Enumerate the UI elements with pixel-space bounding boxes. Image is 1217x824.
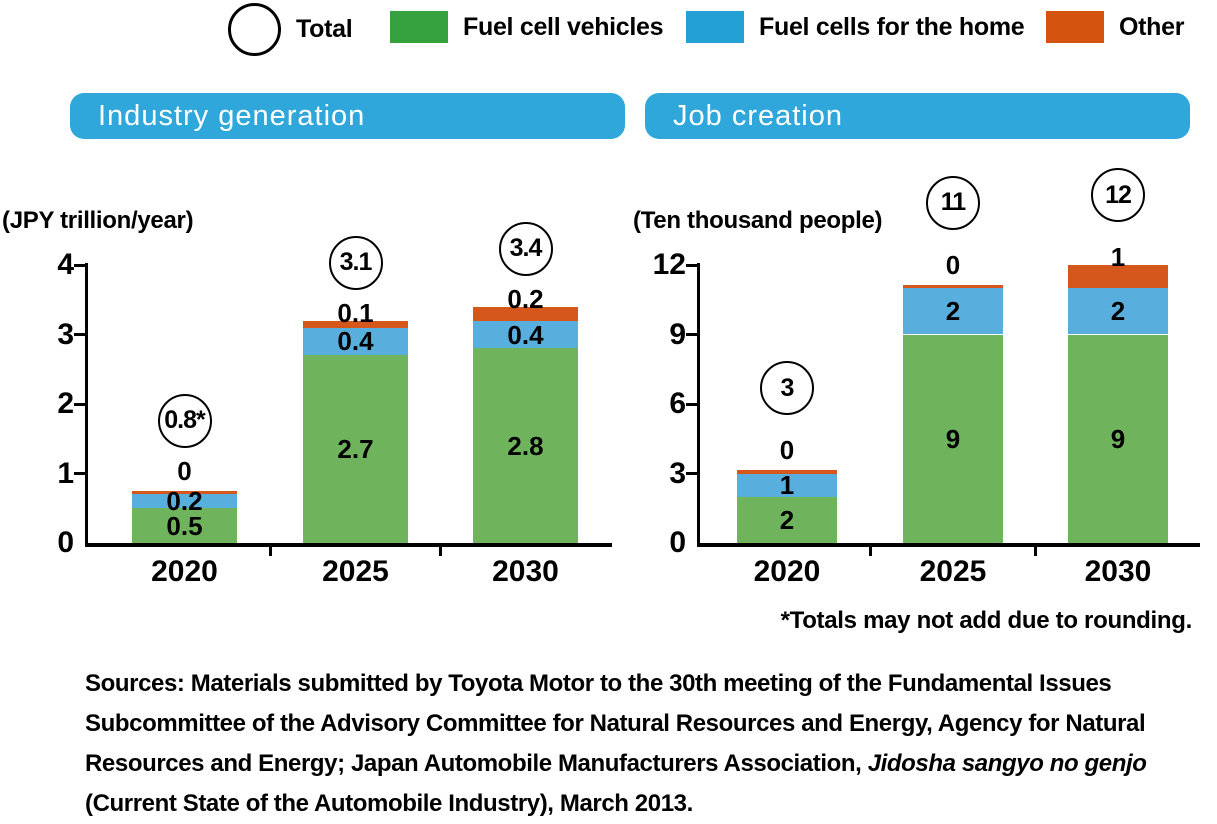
bar-segment-other	[303, 320, 408, 328]
y-tick-mark	[686, 402, 697, 406]
y-axis-line	[85, 263, 88, 543]
left-axis-unit-label: (JPY trillion/year)	[2, 207, 194, 234]
legend-item-other: Other	[1046, 11, 1184, 43]
y-axis-line	[697, 263, 700, 543]
blue-value-label: 0.4	[507, 319, 544, 350]
bar-segment-fuel-cell-vehicles	[473, 348, 578, 543]
legend-item-fuel-cells-home: Fuel cells for the home	[686, 11, 1025, 43]
x-tick-mark	[1034, 546, 1037, 556]
industry-generation-header: Industry generation	[70, 93, 625, 139]
orange-swatch-icon	[1046, 11, 1104, 43]
bar-segment-fuel-cells-home	[303, 327, 408, 356]
blue-value-label: 0.2	[166, 486, 203, 517]
y-tick-label: 3	[669, 456, 686, 490]
y-tick-label: 0	[669, 526, 686, 559]
category-label: 2025	[322, 555, 389, 588]
green-value-label: 2	[779, 504, 795, 535]
category-label: 2020	[151, 555, 218, 588]
total-circle-badge: 3.4	[498, 221, 553, 276]
total-circle-icon	[228, 3, 281, 56]
category-label: 2025	[919, 555, 987, 588]
category-label: 2030	[492, 555, 559, 588]
sources-text: Sources: Materials submitted by Toyota M…	[85, 664, 1200, 824]
y-tick-label: 2	[57, 387, 74, 420]
total-circle-badge: 12	[1091, 168, 1145, 222]
x-axis-line	[697, 543, 1200, 547]
blue-swatch-icon	[686, 11, 744, 43]
bar-segment-other	[737, 470, 837, 474]
total-circle-badge: 0.8*	[157, 393, 212, 448]
y-tick-mark	[686, 333, 697, 336]
y-tick-label: 12	[652, 248, 686, 281]
y-tick-label: 9	[669, 317, 686, 351]
bar-segment-fuel-cell-vehicles	[1068, 334, 1168, 543]
green-value-label: 9	[1110, 423, 1126, 454]
y-tick-label: 3	[57, 317, 74, 351]
other-value-label: 0	[779, 435, 795, 465]
green-swatch-icon	[390, 11, 448, 43]
x-tick-mark	[268, 546, 272, 556]
legend-item-total: Total	[228, 3, 353, 56]
y-tick-label: 0	[57, 526, 74, 559]
green-value-label: 9	[945, 423, 961, 454]
legend-label-other: Other	[1119, 12, 1185, 41]
legend-label-fuel-cell-vehicles: Fuel cell vehicles	[463, 12, 664, 41]
bar-segment-fuel-cell-vehicles	[303, 355, 408, 543]
bar-segment-fuel-cells-home	[737, 473, 837, 497]
bar-segment-other	[903, 284, 1003, 289]
y-tick-mark	[74, 472, 85, 475]
blue-value-label: 2	[1110, 296, 1126, 327]
bar-segment-other	[132, 490, 237, 495]
right-axis-unit-label: (Ten thousand people)	[633, 207, 883, 234]
blue-value-label: 1	[779, 470, 795, 501]
y-tick-mark	[74, 333, 85, 336]
bar-segment-other	[1068, 265, 1168, 289]
bar-segment-fuel-cells-home	[903, 288, 1003, 335]
legend-label-total: Total	[296, 15, 353, 43]
bar-segment-fuel-cells-home	[473, 320, 578, 349]
x-axis-line	[85, 543, 612, 547]
total-circle-badge: 3	[760, 361, 814, 415]
legend-item-fuel-cell-vehicles: Fuel cell vehicles	[390, 11, 664, 43]
other-value-label: 1	[1110, 242, 1126, 272]
bar-segment-fuel-cell-vehicles	[132, 508, 237, 543]
other-value-label: 0.1	[337, 297, 374, 328]
total-circle-badge: 3.1	[328, 235, 383, 290]
legend-label-fuel-cells-home: Fuel cells for the home	[759, 12, 1025, 41]
y-tick-label: 4	[57, 248, 74, 281]
bar-segment-fuel-cell-vehicles	[903, 334, 1003, 543]
green-value-label: 2.8	[507, 430, 544, 461]
y-tick-mark	[686, 472, 697, 475]
sources-italic: Jidosha sangyo no genjo	[867, 750, 1147, 777]
y-tick-label: 1	[57, 456, 74, 490]
sources-before: Sources: Materials submitted by Toyota M…	[85, 670, 1146, 777]
rounding-footnote: *Totals may not add due to rounding.	[780, 607, 1193, 634]
x-tick-mark	[439, 546, 442, 556]
green-value-label: 0.5	[166, 510, 203, 541]
bar-segment-fuel-cells-home	[1068, 288, 1168, 335]
other-value-label: 0.2	[507, 283, 544, 314]
job-creation-header: Job creation	[645, 93, 1190, 139]
y-tick-label: 6	[669, 387, 686, 420]
bar-segment-fuel-cells-home	[132, 494, 237, 509]
x-tick-mark	[868, 546, 872, 556]
blue-value-label: 0.4	[337, 326, 374, 357]
total-circle-badge: 11	[926, 175, 980, 230]
sources-after: (Current State of the Automobile Industr…	[85, 790, 693, 817]
blue-value-label: 2	[945, 296, 961, 327]
green-value-label: 2.7	[337, 434, 374, 465]
other-value-label: 0	[945, 249, 961, 280]
bar-segment-fuel-cell-vehicles	[737, 496, 837, 543]
bar-segment-other	[473, 306, 578, 321]
category-label: 2020	[753, 555, 821, 588]
other-value-label: 0	[177, 455, 192, 486]
y-tick-mark	[74, 263, 85, 267]
y-tick-mark	[686, 263, 697, 267]
category-label: 2030	[1084, 555, 1152, 588]
y-tick-mark	[74, 402, 85, 406]
